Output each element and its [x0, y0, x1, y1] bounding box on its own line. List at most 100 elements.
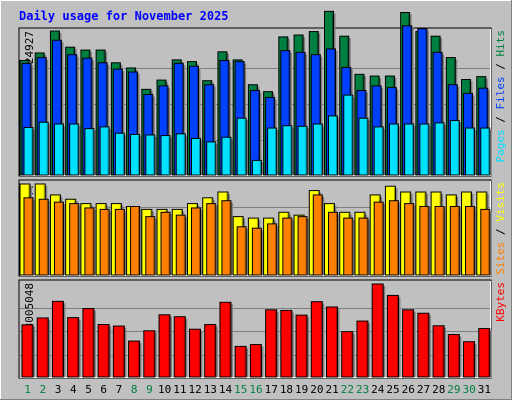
bar-sites-day-4 [69, 203, 81, 276]
bar-sites-day-23 [358, 217, 370, 276]
bar-kbytes-day-3 [51, 300, 66, 378]
bar-sites-day-15 [236, 226, 249, 276]
bar-kbytes-day-11 [173, 316, 188, 378]
bar-pages-day-22 [343, 94, 355, 176]
bar-pages-day-14 [221, 136, 233, 176]
day-label-29: 29 [447, 383, 460, 396]
bar-kbytes-day-14 [219, 301, 233, 378]
day-label-20: 20 [310, 383, 323, 396]
bar-kbytes-day-20 [310, 301, 325, 378]
bar-kbytes-day-22 [341, 331, 355, 378]
legend-item-sites: Sites [494, 242, 507, 275]
bar-kbytes-day-18 [280, 309, 294, 378]
bar-pages-day-18 [282, 125, 294, 176]
bar-kbytes-day-31 [478, 328, 492, 378]
bar-sites-day-30 [465, 206, 477, 276]
bar-pages-day-28 [434, 122, 447, 176]
bar-kbytes-day-13 [204, 324, 218, 378]
day-label-27: 27 [417, 383, 430, 396]
bar-sites-day-22 [343, 217, 355, 276]
bar-kbytes-day-27 [417, 312, 431, 378]
bar-kbytes-day-29 [447, 334, 462, 378]
bar-kbytes-day-17 [265, 309, 279, 378]
bar-kbytes-day-12 [188, 328, 203, 378]
bar-kbytes-day-9 [143, 330, 157, 378]
bar-sites-day-24 [373, 201, 386, 276]
bar-sites-day-11 [175, 214, 188, 276]
bar-sites-day-31 [480, 208, 492, 276]
legend-separator: / [494, 222, 507, 242]
bar-kbytes-day-21 [326, 306, 340, 378]
bar-kbytes-day-8 [128, 340, 142, 378]
day-label-18: 18 [280, 383, 293, 396]
legend-separator: / [494, 57, 507, 77]
bar-kbytes-day-15 [234, 345, 249, 378]
panel-visits-sites: 3177Sites / Visits [18, 179, 507, 277]
bar-pages-day-26 [404, 123, 416, 176]
legend-item-pages: Pages [494, 129, 507, 162]
bar-kbytes-day-19 [295, 314, 310, 378]
bar-kbytes-day-7 [112, 325, 127, 378]
day-label-10: 10 [158, 383, 171, 396]
legend-separator: / [494, 110, 507, 130]
day-label-6: 6 [100, 383, 107, 396]
bar-kbytes-day-30 [463, 341, 477, 378]
bar-sites-day-13 [206, 203, 218, 276]
bar-kbytes-day-28 [432, 325, 447, 378]
day-label-31: 31 [478, 383, 491, 396]
bar-sites-day-25 [388, 200, 401, 276]
y-axis-max-label: 24927 [23, 31, 36, 64]
bar-pages-day-30 [465, 127, 477, 176]
bar-pages-day-23 [358, 117, 370, 176]
bar-pages-day-10 [160, 135, 173, 176]
bar-pages-day-15 [236, 117, 249, 176]
bar-pages-day-4 [69, 123, 81, 176]
day-label-9: 9 [146, 383, 153, 396]
bar-sites-day-29 [449, 206, 462, 276]
bar-sites-day-8 [130, 206, 142, 276]
bar-pages-day-24 [373, 126, 386, 176]
bar-sites-day-20 [312, 194, 325, 276]
chart-title: Daily usage for November 2025 [19, 9, 229, 23]
bar-pages-day-11 [175, 133, 188, 176]
bar-sites-day-27 [419, 206, 431, 276]
bar-pages-day-2 [38, 121, 51, 176]
bar-pages-day-29 [449, 120, 462, 176]
day-label-16: 16 [249, 383, 262, 396]
day-label-28: 28 [432, 383, 445, 396]
bar-pages-day-7 [114, 132, 127, 176]
bar-pages-day-31 [480, 127, 492, 176]
bar-sites-day-5 [84, 207, 96, 276]
day-label-1: 1 [24, 383, 31, 396]
day-label-23: 23 [356, 383, 369, 396]
bar-sites-day-28 [434, 206, 447, 276]
bar-sites-day-26 [404, 203, 416, 276]
bar-pages-day-16 [251, 159, 264, 176]
bar-kbytes-day-1 [21, 324, 35, 378]
bar-pages-day-17 [267, 127, 279, 176]
bar-pages-day-6 [99, 126, 112, 176]
day-label-14: 14 [219, 383, 233, 396]
bar-sites-day-3 [53, 201, 66, 276]
bar-kbytes-day-6 [97, 324, 112, 378]
bar-kbytes-day-23 [356, 320, 370, 378]
bar-kbytes-day-2 [36, 317, 51, 378]
bar-sites-day-21 [328, 211, 340, 276]
bar-kbytes-day-25 [386, 294, 401, 378]
day-label-12: 12 [188, 383, 201, 396]
day-label-13: 13 [204, 383, 217, 396]
day-label-25: 25 [386, 383, 399, 396]
bar-pages-day-9 [145, 134, 157, 176]
bar-pages-day-3 [53, 123, 66, 176]
bar-pages-day-12 [190, 137, 203, 176]
day-label-8: 8 [131, 383, 138, 396]
bar-pages-day-13 [206, 141, 218, 176]
day-label-15: 15 [234, 383, 247, 396]
bar-kbytes-day-24 [371, 283, 386, 378]
day-label-21: 21 [326, 383, 339, 396]
day-label-5: 5 [85, 383, 92, 396]
bar-pages-day-5 [84, 128, 96, 176]
x-axis-day-labels: 1 2 3 4 5 6 7 8 9 10 11 12 13 14 15 16 17 18 19 20 21 22 23 24 2… [24, 383, 491, 396]
panel-kbytes: 3005048 KBytes [18, 279, 507, 379]
